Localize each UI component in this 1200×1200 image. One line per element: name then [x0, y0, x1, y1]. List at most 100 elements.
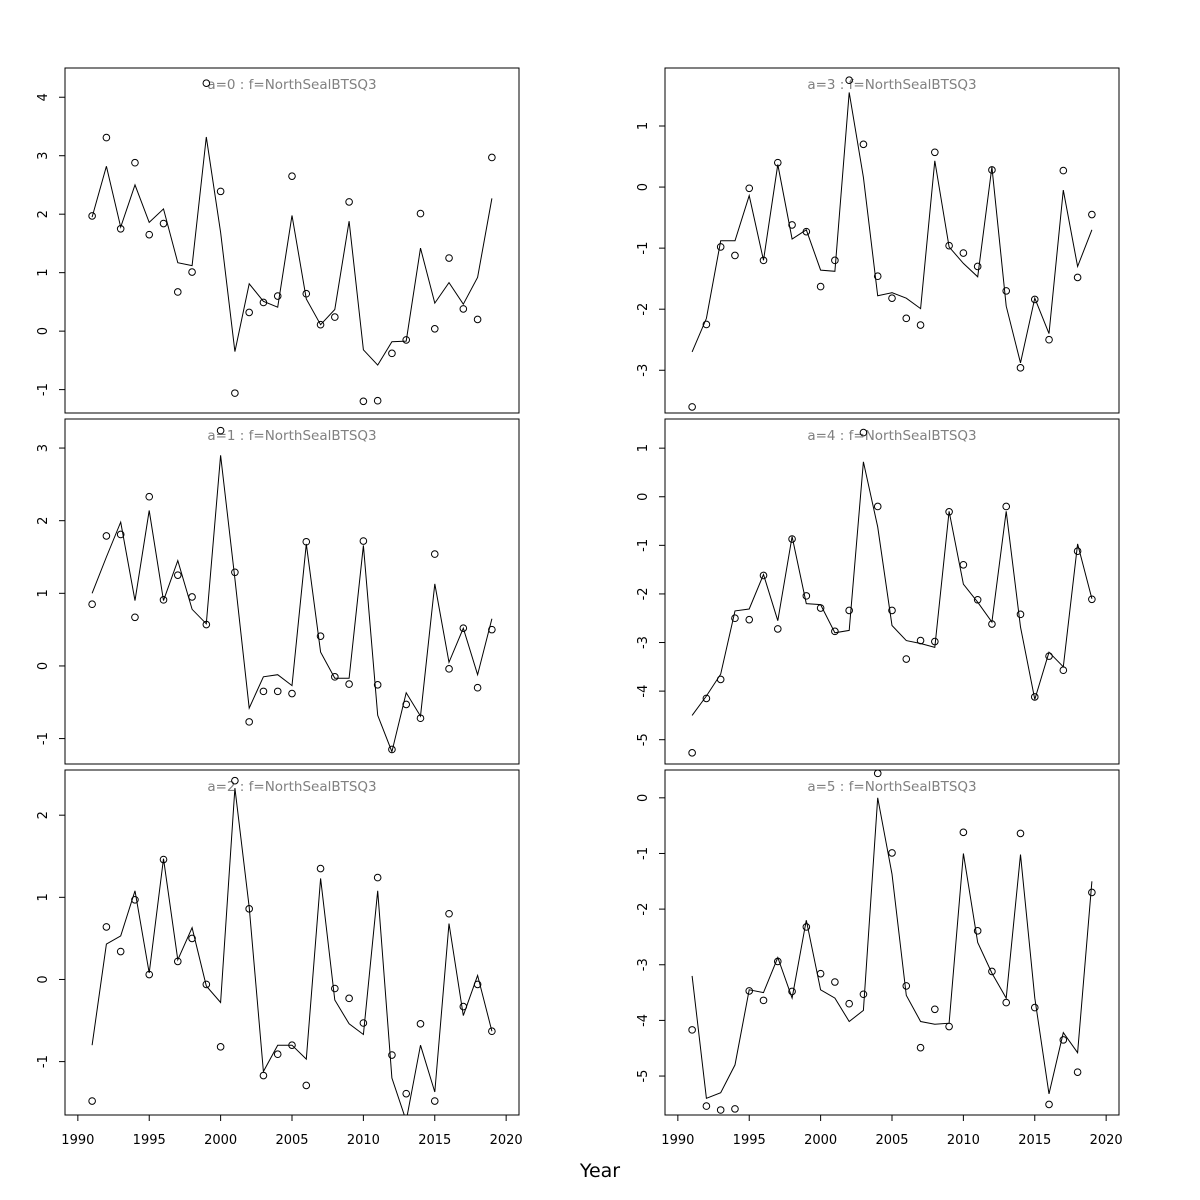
observed-point — [173, 957, 182, 966]
panel-0: a=0 : f=NorthSealBTSQ3 -1 0 1 2 3 4 — [36, 67, 520, 414]
observed-point — [1002, 998, 1011, 1007]
plot-frame — [64, 418, 520, 765]
observed-point — [745, 184, 754, 193]
observed-point — [802, 923, 811, 931]
observed-point — [388, 745, 396, 754]
observed-point — [145, 970, 154, 979]
observed-point — [845, 76, 853, 85]
y-tick-label: 0 — [636, 183, 651, 191]
observed-point — [1073, 547, 1082, 555]
observed-point — [931, 1005, 939, 1014]
y-tick-label: 0 — [36, 975, 51, 983]
observed-point — [231, 568, 239, 577]
fitted-line — [91, 136, 493, 366]
observed-point — [159, 855, 168, 864]
observed-point — [773, 158, 782, 167]
panel-title: a=0 : f=NorthSealBTSQ3 — [207, 77, 376, 93]
observed-point — [359, 397, 368, 406]
y-tick-label: 2 — [36, 517, 51, 525]
y-tick-label: 1 — [36, 589, 51, 597]
plot-area — [688, 770, 1096, 1114]
observed-point — [1002, 502, 1011, 511]
y-tick-label: -2 — [636, 587, 651, 600]
observed-point — [973, 262, 982, 271]
observed-point — [888, 849, 896, 857]
observed-point — [188, 268, 196, 276]
observed-point — [1088, 595, 1096, 604]
panel-1: a=3 : f=NorthSealBTSQ3 -3 -2 -1 0 1 — [636, 67, 1120, 414]
y-tick-label: 0 — [636, 493, 651, 501]
y-tick-label: -3 — [636, 364, 651, 377]
y-tick-label: -1 — [636, 847, 651, 860]
y-tick-label: -2 — [636, 303, 651, 316]
observed-point — [388, 1051, 396, 1059]
observed-point — [859, 428, 868, 437]
observed-point — [359, 537, 368, 545]
observed-point — [1073, 1068, 1082, 1076]
panel-title: a=3 : f=NorthSealBTSQ3 — [807, 77, 976, 93]
observed-point — [959, 828, 968, 837]
fitted-line — [691, 461, 1093, 716]
observed-point — [445, 665, 453, 673]
observed-point — [759, 996, 768, 1005]
plot-area — [88, 79, 496, 406]
observed-point — [473, 683, 482, 692]
observed-point — [445, 254, 453, 262]
fitted-line — [691, 92, 1093, 364]
plot-frame — [664, 769, 1120, 1116]
observed-point — [759, 256, 768, 265]
panel-title: a=4 : f=NorthSealBTSQ3 — [807, 428, 976, 444]
observed-point — [488, 625, 496, 634]
y-tick-label: 1 — [36, 269, 51, 277]
observed-point — [745, 987, 754, 995]
observed-point — [188, 934, 196, 943]
y-tick-label: 2 — [36, 210, 51, 218]
observed-point — [430, 324, 439, 333]
observed-point — [345, 994, 353, 1003]
y-tick-label: 3 — [36, 152, 51, 160]
x-tick-label: 2005 — [875, 1133, 908, 1148]
x-tick-label: 2000 — [804, 1133, 837, 1148]
observed-point — [245, 905, 253, 913]
y-tick-label: 0 — [636, 794, 651, 802]
plot-frame — [664, 418, 1120, 765]
observed-point — [459, 305, 468, 313]
observed-point — [445, 909, 453, 918]
observed-point — [331, 673, 339, 681]
observed-point — [716, 243, 725, 251]
observed-point — [816, 282, 825, 291]
observed-point — [402, 700, 411, 709]
observed-point — [1059, 166, 1068, 175]
observed-point — [316, 864, 325, 873]
observed-point — [931, 148, 939, 157]
observed-point — [231, 389, 239, 397]
observed-point — [245, 308, 253, 317]
observed-point — [302, 1081, 311, 1090]
observed-point — [302, 537, 311, 546]
observed-point — [288, 1041, 296, 1049]
observed-point — [1045, 652, 1053, 660]
observed-point — [373, 873, 382, 882]
panel-title: a=2 : f=NorthSealBTSQ3 — [207, 779, 376, 795]
observed-point — [373, 396, 382, 405]
panel-4: a=2 : f=NorthSealBTSQ3 -1 0 1 2 1990 1995 2000 2… — [36, 769, 523, 1148]
y-tick-label: -3 — [636, 958, 651, 971]
observed-point — [331, 313, 339, 321]
x-tick-label: 1995 — [133, 1133, 166, 1148]
plot-area — [88, 426, 496, 754]
observed-point — [931, 637, 939, 646]
panel-title: a=5 : f=NorthSealBTSQ3 — [807, 779, 976, 795]
observed-point — [173, 288, 182, 296]
observed-point — [88, 212, 96, 220]
observed-point — [1045, 1100, 1053, 1109]
observed-point — [745, 615, 754, 624]
observed-point — [773, 957, 782, 966]
observed-point — [702, 694, 711, 703]
observed-point — [273, 1050, 282, 1059]
observed-point — [988, 967, 996, 976]
observed-point — [1016, 364, 1025, 372]
observed-point — [88, 1097, 96, 1105]
x-tick-label: 2000 — [204, 1133, 237, 1148]
observed-point — [1016, 829, 1025, 838]
